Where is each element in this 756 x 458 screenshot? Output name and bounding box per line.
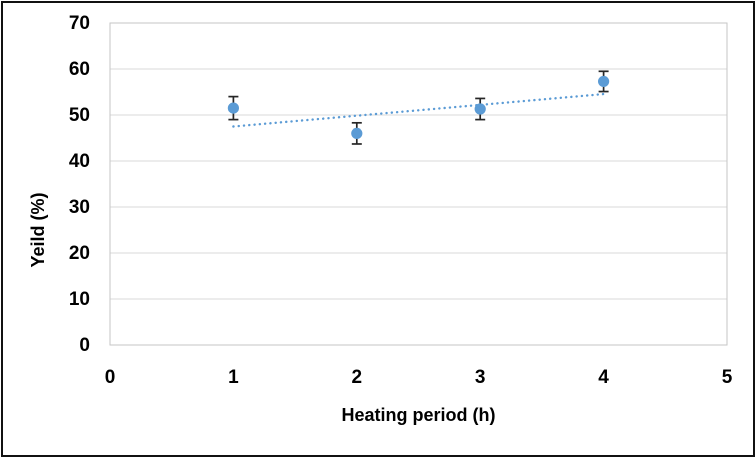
x-tick-label: 1 xyxy=(228,367,239,388)
data-point xyxy=(474,103,486,115)
data-point xyxy=(351,127,363,139)
y-tick-label: 10 xyxy=(69,289,90,310)
x-tick-label: 0 xyxy=(105,367,116,388)
y-tick-label: 40 xyxy=(69,151,90,172)
plot-area-border xyxy=(109,22,728,346)
y-axis-title: Yeild (%) xyxy=(28,192,48,268)
data-point xyxy=(227,102,239,114)
x-tick-label: 4 xyxy=(598,367,609,388)
trendline xyxy=(232,92,608,128)
y-tick-label: 50 xyxy=(69,105,90,126)
y-tick-label: 20 xyxy=(69,243,90,264)
x-tick-label: 2 xyxy=(352,367,363,388)
data-point xyxy=(598,75,610,88)
y-tick-label: 60 xyxy=(69,59,90,80)
y-tick-label: 70 xyxy=(69,13,90,34)
x-tick-label: 5 xyxy=(722,367,733,388)
y-tick-label: 0 xyxy=(79,335,90,356)
x-axis-title: Heating period (h) xyxy=(341,405,496,425)
y-tick-label: 30 xyxy=(69,197,90,218)
x-tick-label: 3 xyxy=(475,367,486,388)
